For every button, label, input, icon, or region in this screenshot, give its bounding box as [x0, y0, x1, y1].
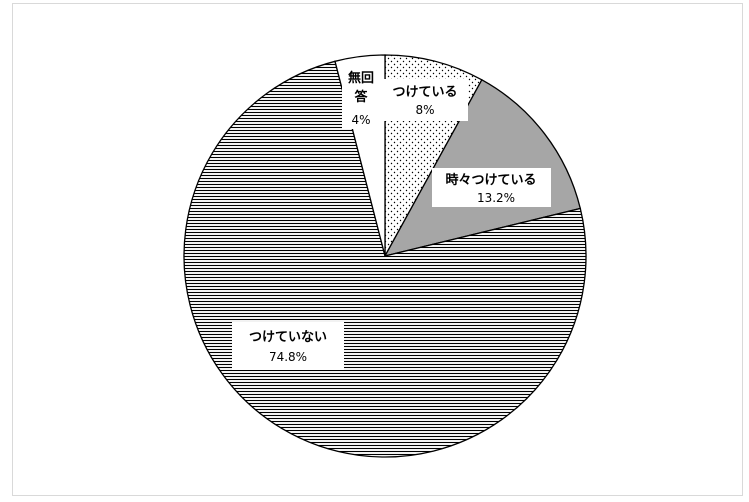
- slice-value-label: 74.8%: [269, 350, 307, 364]
- slice-value-label: 8%: [415, 103, 434, 117]
- slice-label: 時々つけている: [445, 172, 536, 188]
- slice-value-label: 13.2%: [477, 191, 515, 205]
- slice-label-box: [232, 322, 344, 370]
- pie-labels: つけている 8% 時々つけている 13.2% つけていない 74.8% 無回答 4%: [232, 66, 551, 370]
- slice-label-box: [383, 79, 468, 121]
- slice-label: つけていない: [249, 330, 327, 345]
- slice-value-label: 4%: [351, 113, 370, 127]
- slice-label: つけている: [392, 85, 457, 100]
- slice-label: 無回答: [348, 70, 374, 105]
- slice-label-box: [432, 168, 551, 207]
- slice-label-box: [342, 66, 380, 129]
- pie-slice: [383, 78, 582, 257]
